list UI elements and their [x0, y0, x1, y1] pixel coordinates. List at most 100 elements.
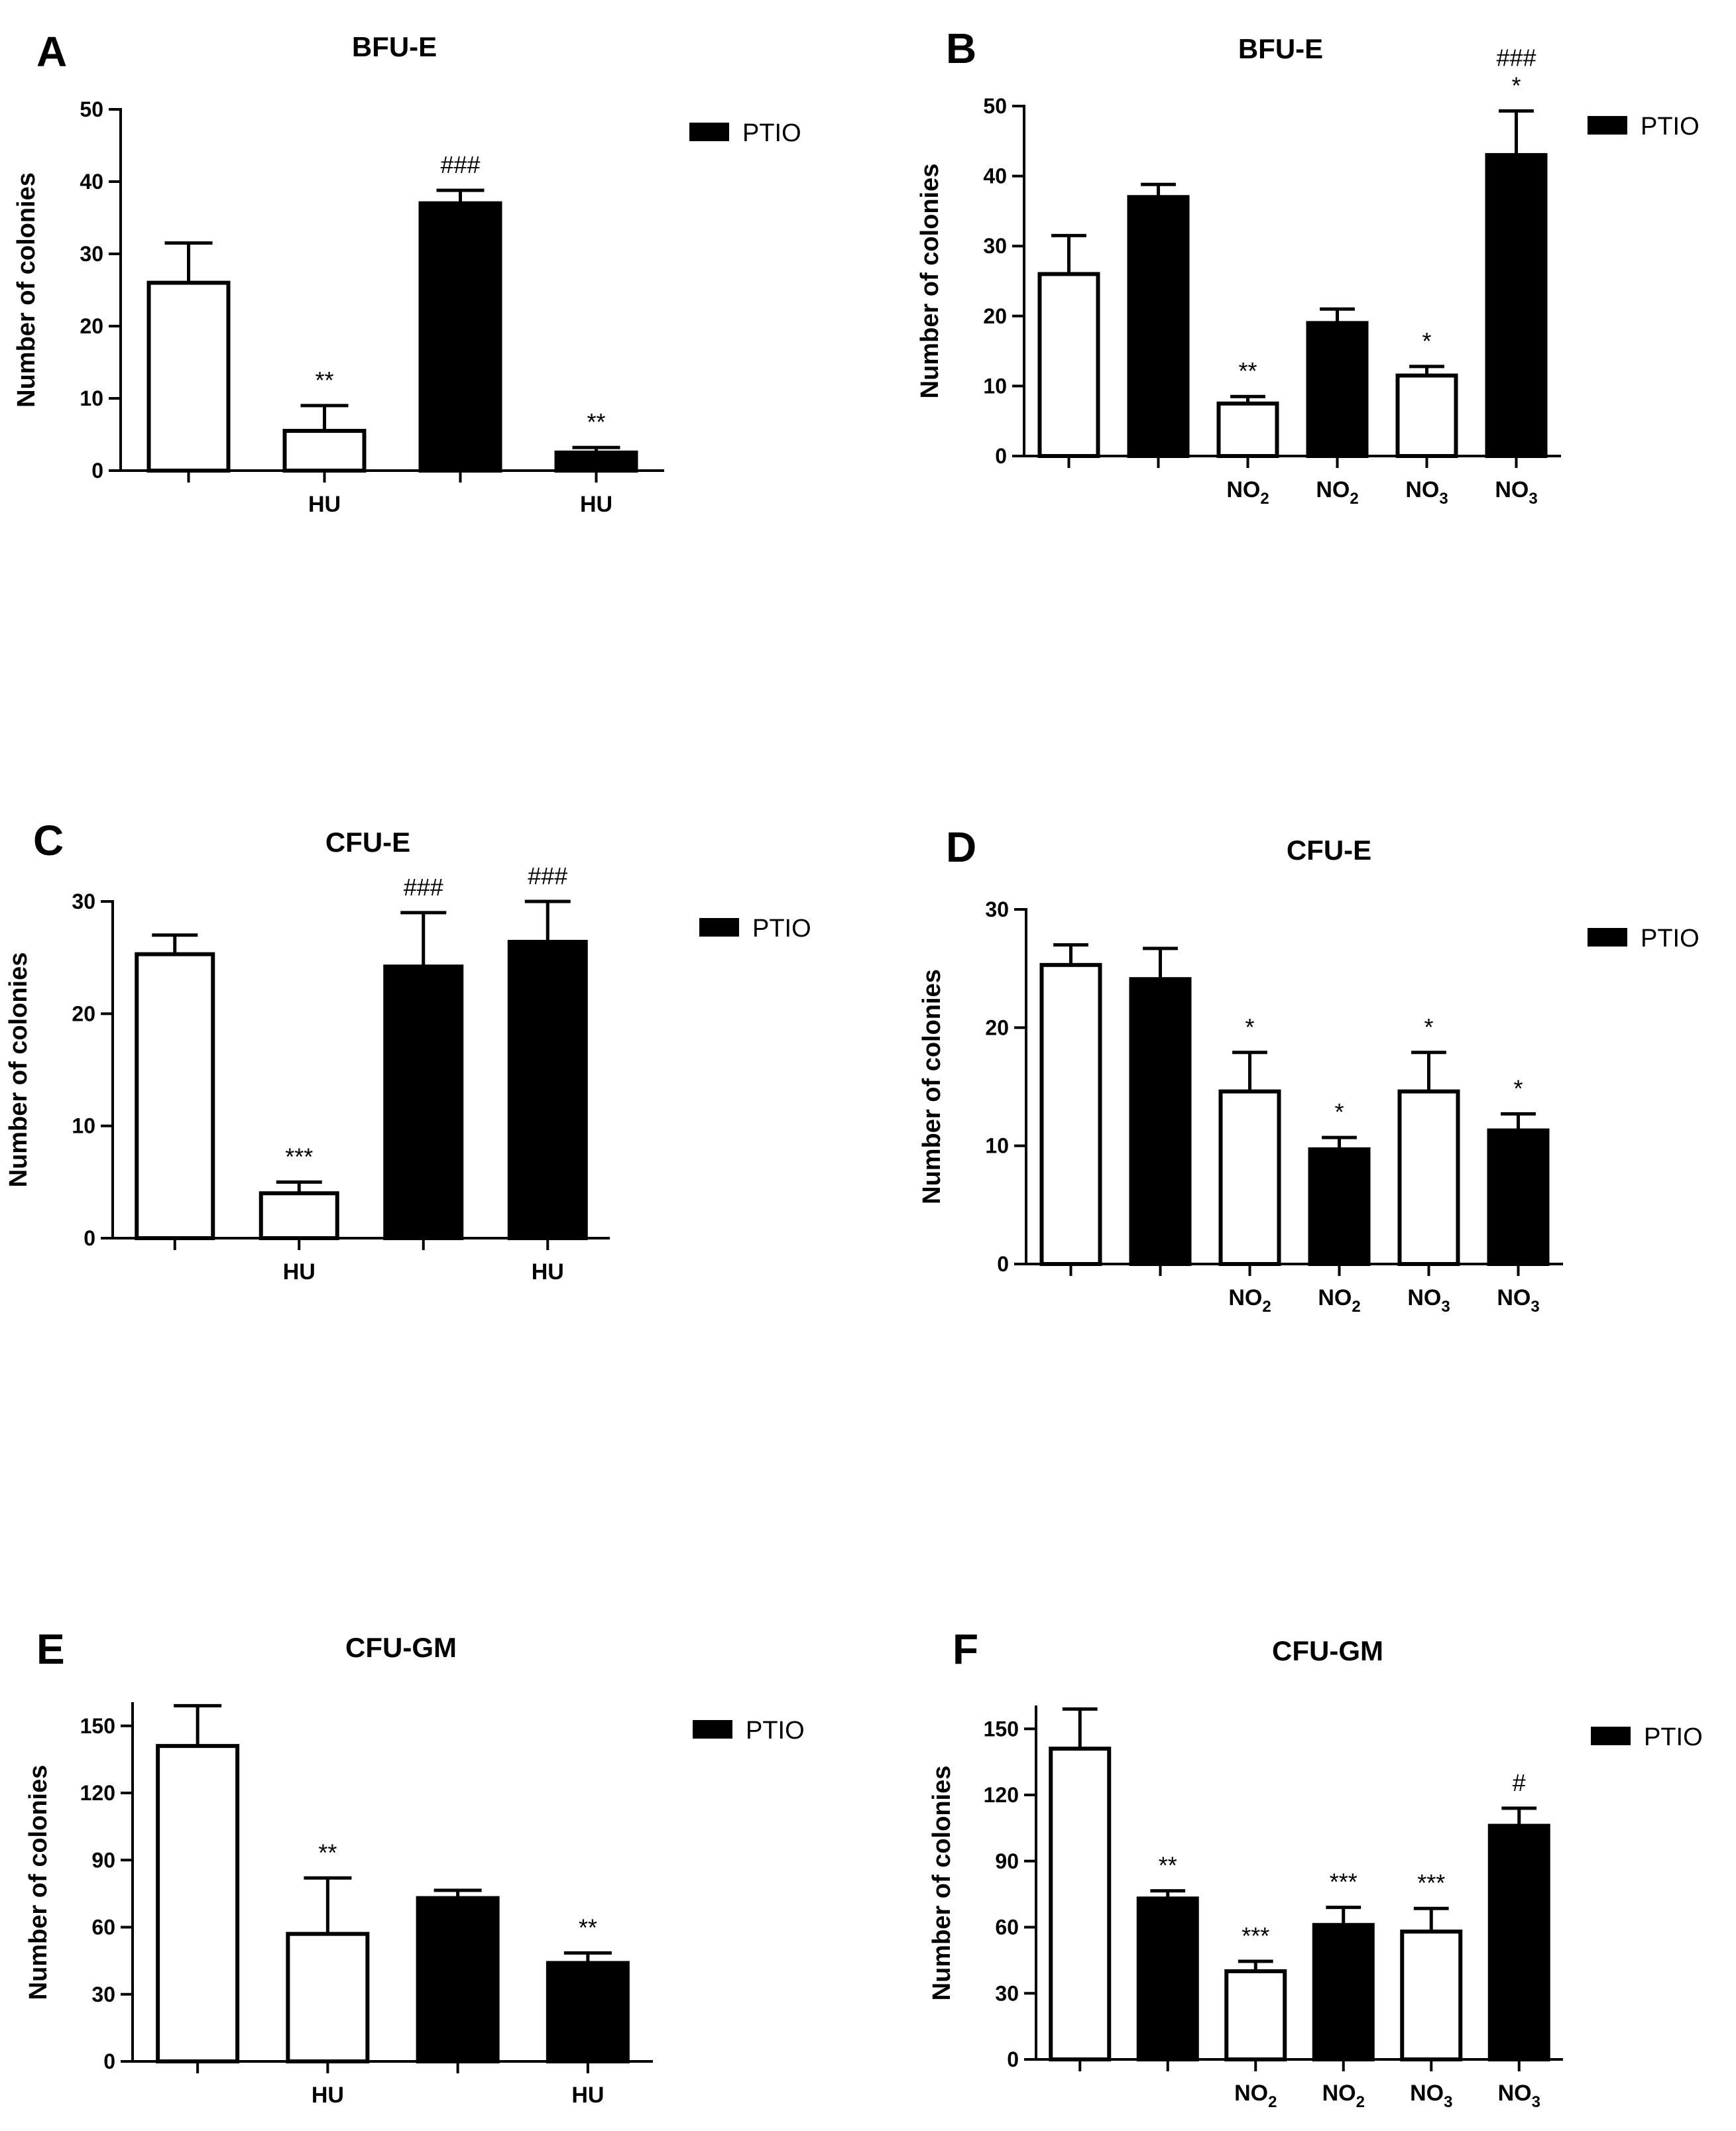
y-axis-label: Number of colonies	[5, 952, 32, 1188]
x-category-subscript: 3	[1529, 490, 1537, 508]
panel-letter: C	[33, 817, 64, 864]
bar	[1308, 1147, 1371, 1267]
y-tick-label: 10	[80, 386, 103, 410]
significance-marker: *	[1511, 72, 1521, 99]
x-category-label: NO2	[1234, 2081, 1277, 2111]
significance-marker: **	[1159, 1852, 1177, 1879]
significance-marker: ###	[1496, 44, 1536, 71]
bar	[1136, 1896, 1199, 2061]
chart-title: CFU-E	[1287, 835, 1371, 866]
x-category-label: NO2	[1322, 2081, 1365, 2111]
x-category-subscript: 3	[1441, 1298, 1450, 1316]
y-tick-label: 30	[983, 234, 1007, 258]
y-tick-label: 0	[84, 1226, 95, 1250]
x-category-label: HU	[571, 2083, 604, 2108]
x-category-label: NO3	[1407, 1285, 1450, 1316]
bar	[383, 964, 464, 1241]
panel-letter: E	[36, 1625, 65, 1673]
bar	[1487, 1128, 1550, 1266]
x-category-label: HU	[312, 2083, 344, 2108]
legend-label: PTIO	[742, 119, 801, 147]
y-tick-label: 30	[80, 242, 103, 266]
bar	[135, 952, 215, 1240]
y-tick-label: 30	[985, 897, 1009, 921]
significance-marker: **	[579, 1914, 597, 1941]
significance-marker: ***	[285, 1143, 313, 1170]
y-tick-label: 40	[80, 170, 103, 194]
bar	[282, 429, 367, 473]
legend-swatch	[689, 123, 729, 141]
bar	[156, 1744, 240, 2063]
significance-marker: *	[1245, 1013, 1254, 1041]
x-category-label: NO2	[1228, 1285, 1271, 1316]
y-tick-label: 0	[91, 459, 103, 483]
x-category-label: NO3	[1498, 2081, 1540, 2111]
y-axis-label: Number of colonies	[918, 969, 946, 1204]
legend-label: PTIO	[752, 915, 811, 943]
significance-marker: **	[318, 1839, 337, 1866]
chart-panel-a: A BFU-E Number of colonies 0 10 20 30 40 50 HU ** #…	[13, 28, 801, 517]
y-tick-label: 0	[997, 1252, 1009, 1276]
significance-marker: #	[1513, 1769, 1526, 1796]
y-tick-label: 20	[80, 314, 103, 338]
y-tick-label: 30	[995, 1981, 1019, 2005]
significance-marker: **	[587, 408, 605, 435]
bar	[1397, 1089, 1460, 1266]
y-tick-label: 30	[72, 890, 95, 913]
y-tick-label: 60	[91, 1916, 115, 1939]
bar	[418, 201, 502, 473]
legend-label: PTIO	[1644, 1723, 1703, 1751]
legend-swatch	[1588, 116, 1627, 135]
chart-title: CFU-GM	[1272, 1635, 1383, 1666]
bar	[507, 939, 588, 1240]
legend-swatch	[1591, 1727, 1631, 1745]
x-category-label: NO3	[1495, 477, 1537, 508]
significance-marker: *	[1513, 1075, 1523, 1102]
panel-letter: A	[36, 28, 67, 76]
x-category-subscript: 2	[1268, 2093, 1277, 2111]
significance-marker: ###	[528, 862, 567, 890]
bar	[146, 280, 231, 473]
x-category-label: NO2	[1226, 477, 1269, 508]
x-category-label: NO3	[1497, 1285, 1539, 1316]
chart-title: BFU-E	[1238, 33, 1323, 64]
x-category-label: HU	[580, 492, 612, 517]
significance-marker: ###	[404, 874, 443, 901]
x-category-subscript: 2	[1262, 1298, 1271, 1316]
x-category-subscript: 3	[1532, 2093, 1540, 2111]
legend-swatch	[693, 1720, 732, 1739]
chart-panel-e: E CFU-GM Number of colonies 0 30 60 90 120 150 HU…	[25, 1625, 805, 2108]
chart-title: BFU-E	[352, 31, 437, 62]
legend-label: PTIO	[746, 1717, 805, 1745]
y-tick-label: 0	[995, 444, 1007, 468]
y-tick-label: 150	[80, 1714, 115, 1738]
x-category-subscript: 2	[1350, 490, 1358, 508]
chart-title: CFU-E	[325, 827, 410, 858]
y-tick-label: 20	[985, 1015, 1009, 1039]
bar	[286, 1931, 370, 2063]
bar	[1129, 977, 1192, 1266]
y-tick-label: 10	[72, 1114, 95, 1138]
y-axis-label: Number of colonies	[916, 164, 944, 399]
y-tick-label: 90	[995, 1849, 1019, 1873]
bar	[546, 1961, 630, 2063]
y-axis-label: Number of colonies	[25, 1765, 52, 2000]
significance-marker: *	[1424, 1013, 1433, 1041]
significance-marker: ***	[1242, 1922, 1269, 1949]
y-tick-label: 30	[91, 1983, 115, 2006]
bar	[1395, 373, 1458, 458]
bar	[1127, 195, 1190, 458]
legend-swatch	[699, 918, 739, 937]
bar	[1487, 1823, 1550, 2062]
y-tick-label: 60	[995, 1916, 1019, 1939]
bar	[1312, 1923, 1375, 2062]
x-category-label: NO3	[1405, 477, 1448, 508]
bar	[1306, 321, 1369, 458]
bar	[416, 1896, 500, 2063]
bar	[259, 1191, 339, 1241]
chart-panel-d: D CFU-E Number of colonies 0 10 20 30 NO2 * NO2 * N…	[918, 823, 1700, 1316]
bar	[554, 450, 638, 473]
significance-marker: **	[1238, 357, 1257, 384]
